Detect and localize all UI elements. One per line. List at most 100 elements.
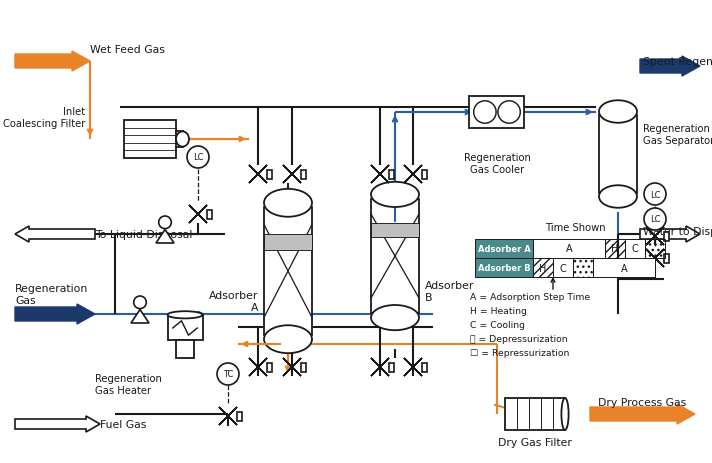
Bar [389, 363, 394, 372]
Bar [505, 398, 565, 430]
Polygon shape [283, 358, 301, 376]
Circle shape [473, 101, 496, 124]
Text: Regeneration
Gas Cooler: Regeneration Gas Cooler [464, 153, 530, 174]
Circle shape [217, 363, 239, 385]
Polygon shape [283, 166, 301, 184]
Bar [475, 239, 533, 258]
Ellipse shape [264, 325, 312, 353]
Text: Adsorber
A: Adsorber A [209, 291, 258, 312]
Bar [124, 121, 176, 159]
Ellipse shape [176, 132, 189, 147]
Bar [301, 170, 306, 179]
Bar [664, 254, 669, 263]
Polygon shape [189, 206, 207, 224]
Text: Regeneration
Gas Heater: Regeneration Gas Heater [95, 373, 162, 395]
Circle shape [644, 184, 666, 206]
Bar [599, 116, 637, 194]
Polygon shape [283, 166, 301, 184]
Circle shape [187, 147, 209, 169]
Bar [422, 363, 427, 372]
Polygon shape [404, 166, 422, 184]
Bar [422, 170, 427, 179]
FancyArrow shape [15, 304, 95, 324]
Text: ☐ = Repressurization: ☐ = Repressurization [470, 349, 570, 358]
Bar [267, 170, 273, 179]
Ellipse shape [561, 398, 569, 430]
Polygon shape [371, 358, 389, 376]
Bar [533, 258, 553, 277]
Ellipse shape [599, 101, 637, 124]
Ellipse shape [371, 305, 419, 331]
Text: H: H [539, 263, 547, 273]
Bar [593, 258, 655, 277]
Bar [475, 258, 533, 277]
Text: C = Cooling: C = Cooling [470, 321, 525, 330]
Polygon shape [131, 310, 149, 323]
Text: A = Adsorption Step Time: A = Adsorption Step Time [470, 293, 590, 302]
FancyArrow shape [15, 226, 95, 243]
Text: LC: LC [650, 190, 660, 199]
Circle shape [159, 217, 172, 229]
Text: Time Shown: Time Shown [545, 223, 605, 232]
Text: Inlet
Coalescing Filter: Inlet Coalescing Filter [3, 107, 85, 129]
Text: H: H [612, 244, 619, 254]
Polygon shape [283, 358, 301, 376]
Circle shape [644, 208, 666, 231]
Text: Spent Regeneration Gas: Spent Regeneration Gas [643, 57, 712, 67]
Bar [371, 224, 419, 237]
Ellipse shape [599, 186, 637, 208]
Polygon shape [404, 358, 422, 376]
Text: Regeneration
Gas Separator: Regeneration Gas Separator [643, 124, 712, 145]
Circle shape [134, 296, 146, 309]
FancyArrow shape [15, 52, 90, 72]
Polygon shape [646, 250, 664, 268]
Bar [207, 210, 212, 219]
Polygon shape [404, 166, 422, 184]
Bar [533, 239, 605, 258]
Polygon shape [371, 166, 389, 184]
Circle shape [498, 101, 520, 124]
Bar [573, 258, 593, 277]
Text: Regeneration
Gas: Regeneration Gas [15, 283, 88, 305]
Bar [371, 199, 419, 314]
Polygon shape [219, 407, 237, 425]
Polygon shape [646, 227, 664, 245]
Bar [167, 315, 202, 340]
Text: Water to Disposal: Water to Disposal [643, 226, 712, 237]
Polygon shape [404, 358, 422, 376]
Text: Adsorber A: Adsorber A [478, 244, 530, 253]
Text: H = Heating: H = Heating [470, 307, 527, 316]
Bar [389, 170, 394, 179]
Bar [237, 412, 242, 420]
Text: ⌹ = Depressurization: ⌹ = Depressurization [470, 335, 567, 344]
Bar [177, 340, 194, 358]
Text: C: C [632, 244, 639, 254]
Text: Wet Feed Gas: Wet Feed Gas [90, 45, 165, 55]
Polygon shape [646, 227, 664, 245]
FancyArrow shape [15, 416, 100, 432]
Text: A: A [621, 263, 627, 273]
FancyArrow shape [590, 404, 695, 424]
Text: To Liquid Disposal: To Liquid Disposal [95, 230, 192, 239]
Polygon shape [249, 358, 267, 376]
Polygon shape [219, 407, 237, 425]
Text: C: C [560, 263, 566, 273]
Polygon shape [249, 166, 267, 184]
Polygon shape [189, 206, 207, 224]
FancyArrow shape [640, 226, 700, 243]
Bar [645, 239, 665, 258]
Bar [264, 235, 312, 250]
Bar [267, 363, 273, 372]
Bar [664, 232, 669, 241]
Text: Adsorber
B: Adsorber B [425, 281, 474, 302]
Polygon shape [249, 358, 267, 376]
Text: TC: TC [223, 369, 234, 379]
Text: Dry Process Gas: Dry Process Gas [598, 397, 686, 407]
Bar [605, 239, 625, 258]
Polygon shape [156, 230, 174, 244]
Text: A: A [566, 244, 572, 254]
Text: Adsorber B: Adsorber B [478, 263, 530, 272]
Text: LC: LC [193, 153, 203, 162]
FancyArrow shape [640, 57, 700, 77]
Ellipse shape [264, 189, 312, 217]
